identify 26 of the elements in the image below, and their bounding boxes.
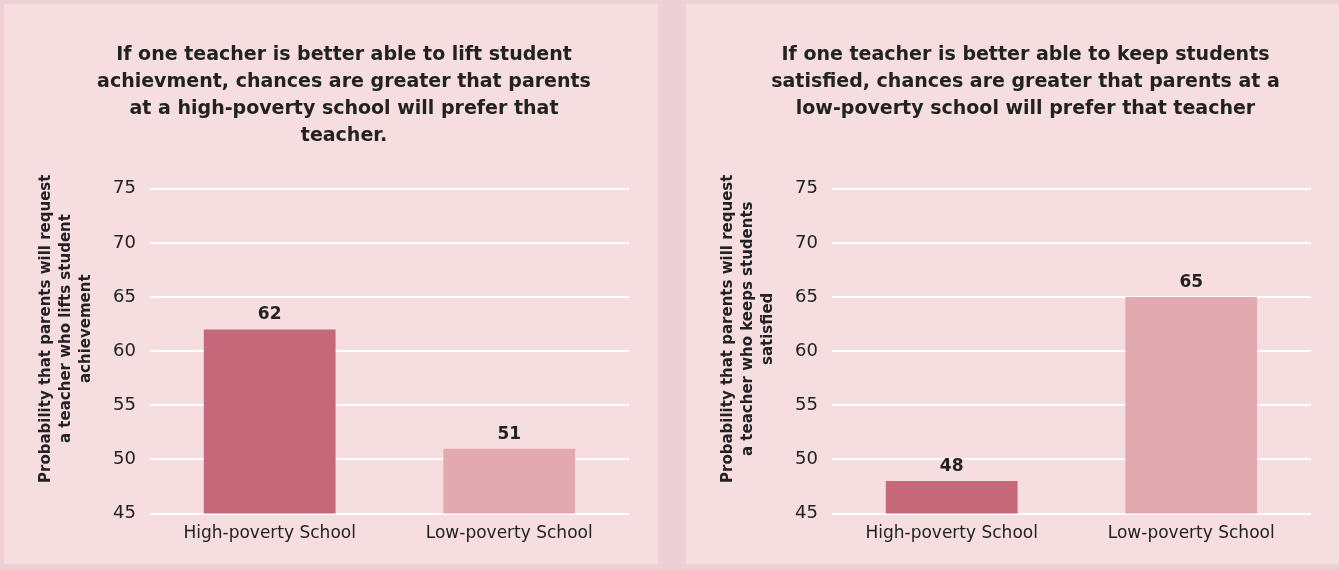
chart-title: If one teacher is better able to keep students satisfied, chances are greater that parents at a low-poverty school will prefer that teacher: [770, 41, 1281, 120]
chart-title: If one teacher is better able to lift student achievment, chances are greater that parents at a high-poverty school will prefer that teacher.: [96, 41, 592, 147]
y-tick-label: 50: [113, 447, 136, 469]
y-tick-label: 70: [113, 230, 136, 252]
y-tick-label: 45: [794, 501, 818, 523]
y-tick-label: 60: [794, 338, 818, 360]
data-label: 62: [257, 303, 282, 324]
y-tick-label: 75: [794, 176, 818, 198]
data-label: 51: [497, 422, 522, 443]
y-tick-label: 50: [794, 447, 818, 469]
y-tick-label: 65: [113, 284, 136, 306]
y-tick-label: 60: [113, 338, 136, 360]
y-tick-label: 55: [794, 393, 818, 415]
data-label: 65: [1178, 270, 1203, 291]
x-tick-label: Low-poverty School: [425, 522, 593, 543]
y-tick-label: 65: [794, 284, 818, 306]
x-tick-label: Low-poverty School: [1107, 522, 1275, 543]
y-axis-title: Probability that parents will request a teacher who keeps students satisfied: [716, 174, 777, 484]
y-tick-label: 55: [113, 393, 136, 415]
y-axis-title: Probability that parents will request a teacher who lifts student achievement: [35, 174, 95, 484]
y-tick-label: 45: [113, 501, 136, 523]
y-tick-label: 70: [794, 230, 818, 252]
data-label: 48: [939, 455, 964, 476]
x-tick-label: High-poverty School: [864, 522, 1038, 543]
x-tick-label: High-poverty School: [183, 522, 356, 543]
y-tick-label: 75: [113, 176, 136, 198]
